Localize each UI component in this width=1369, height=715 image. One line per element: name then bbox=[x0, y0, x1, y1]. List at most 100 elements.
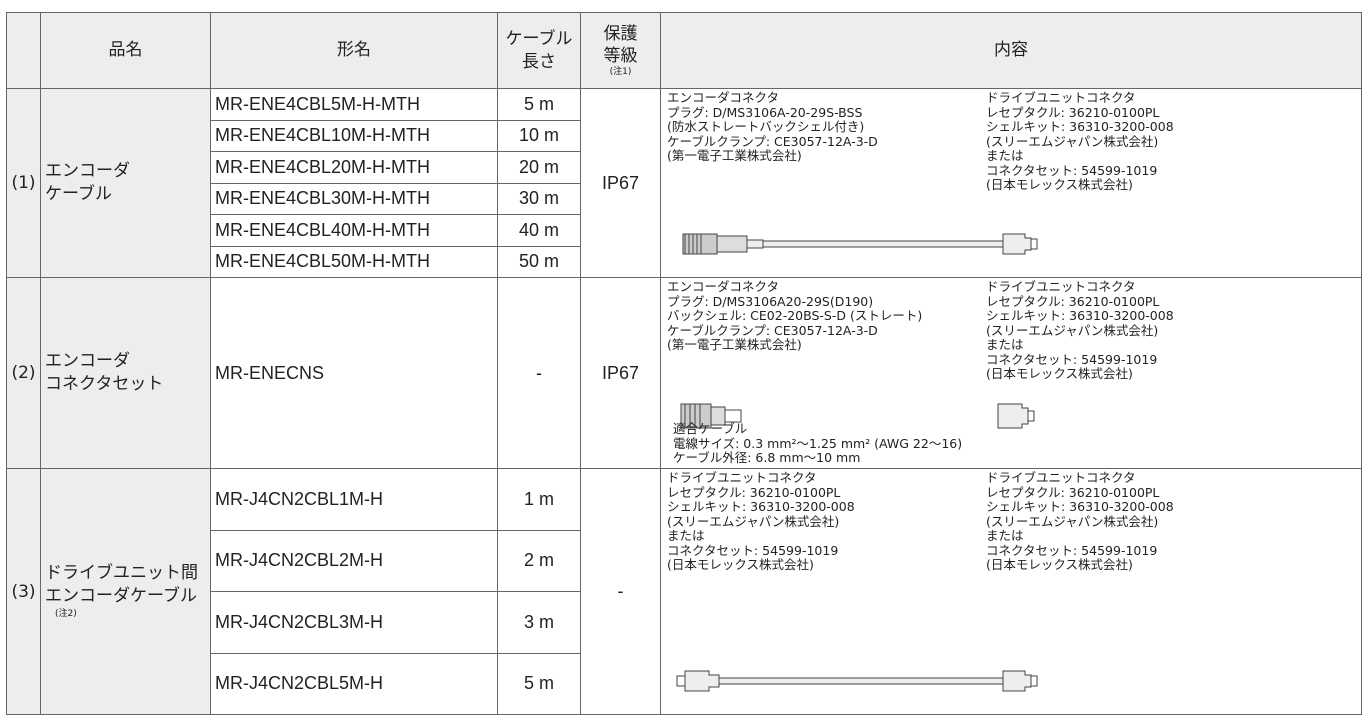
model-name: MR-ENE4CBL50M-H-MTH bbox=[210, 245, 498, 278]
compatible-cable: 適合ケーブル 電線サイズ: 0.3 mm²〜1.25 mm² (AWG 22〜16… bbox=[673, 421, 962, 466]
content-line: (日本モレックス株式会社) bbox=[986, 557, 1133, 572]
item-number: (1) bbox=[6, 88, 41, 278]
content-line: ドライブユニットコネクタ bbox=[986, 470, 1136, 485]
content-line: エンコーダコネクタ bbox=[667, 90, 780, 105]
connector-drawing bbox=[682, 233, 1038, 255]
table-row: MR-J4CN2CBL5M-H 5 m bbox=[7, 652, 1362, 715]
header-cell: ケーブル 長さ bbox=[497, 12, 581, 89]
content-line: プラグ: D/MS3106A20-29S(D190) bbox=[667, 293, 874, 309]
content-line: ドライブユニットコネクタ bbox=[986, 279, 1136, 294]
content-box: エンコーダコネクタ プラグ: D/MS3106A20-29S(D190) バックシェ… bbox=[661, 278, 1361, 468]
table-row: (2) エンコーダ コネクタセット MR-ENECNS - IP67 エンコーダコネクタプ… bbox=[6, 277, 1362, 469]
item-name-text: エンコーダ コネクタセット bbox=[45, 351, 164, 394]
content-line: (スリーエムジャパン株式会社) bbox=[986, 133, 1159, 149]
header-text: 保護 等級 bbox=[603, 23, 638, 66]
header-no bbox=[6, 12, 41, 89]
table-row: MR-ENE4CBL50M-H-MTH 50 m bbox=[7, 245, 1362, 278]
content-line: ケーブル外径: 6.8 mm〜10 mm bbox=[673, 450, 861, 465]
content-line: または bbox=[986, 528, 1024, 543]
model-name: MR-ENE4CBL30M-H-MTH bbox=[210, 182, 498, 215]
content-column: ドライブユニットコネクタ レセプタクル: 36210-0100PL シェルキット: … bbox=[667, 470, 855, 573]
content-column: エンコーダコネクタ プラグ: D/MS3106A-20-29S-BSS (防水ストレ… bbox=[667, 90, 878, 164]
item-name: ドライブユニット間 エンコーダケーブル (注2) bbox=[40, 468, 211, 715]
cable-length: 30 m bbox=[497, 182, 581, 215]
table-row: MR-ENE4CBL40M-H-MTH 40 m bbox=[7, 214, 1362, 247]
cable-length: 50 m bbox=[497, 245, 581, 278]
content-cell: エンコーダコネクタ プラグ: D/MS3106A20-29S(D190) バックシェ… bbox=[660, 277, 1362, 469]
cable-length: 40 m bbox=[497, 214, 581, 247]
content-line: レセプタクル: 36210-0100PL bbox=[986, 484, 1160, 500]
item-name-text: エンコーダ ケーブル bbox=[45, 161, 130, 204]
header-row: 品名 形名 ケーブル 長さ 保護 等級 (注1) 内容 bbox=[6, 12, 1362, 89]
content-line: 適合ケーブル bbox=[673, 421, 748, 436]
content-column: ドライブユニットコネクタ レセプタクル: 36210-0100PL シェルキット: … bbox=[986, 90, 1174, 193]
content-line: または bbox=[667, 528, 705, 543]
content-line: プラグ: D/MS3106A-20-29S-BSS bbox=[667, 104, 863, 120]
protection-class: IP67 bbox=[580, 277, 661, 469]
content-box: エンコーダコネクタ プラグ: D/MS3106A-20-29S-BSS (防水ストレ… bbox=[661, 89, 1361, 277]
cable-length: 5 m bbox=[497, 652, 581, 715]
content-line: エンコーダコネクタ bbox=[667, 279, 780, 294]
content-column: ドライブユニットコネクタ レセプタクル: 36210-0100PL シェルキット: … bbox=[986, 279, 1174, 382]
model-name: MR-ENE4CBL20M-H-MTH bbox=[210, 151, 498, 184]
content-box: ドライブユニットコネクタ レセプタクル: 36210-0100PL シェルキット: … bbox=[661, 469, 1361, 714]
content-line: (第一電子工業株式会社) bbox=[667, 148, 802, 163]
note: (注1) bbox=[609, 66, 632, 77]
cable-length: 20 m bbox=[497, 151, 581, 184]
content-line: シェルキット: 36310-3200-008 bbox=[667, 499, 855, 514]
content-line: ドライブユニットコネクタ bbox=[667, 470, 817, 485]
content-line: バックシェル: CE02-20BS-S-D (ストレート) bbox=[667, 308, 923, 323]
spec-table: 品名 形名 ケーブル 長さ 保護 等級 (注1) 内容 (1) エンコーダ ケーブル… bbox=[6, 12, 1362, 715]
model-name: MR-J4CN2CBL2M-H bbox=[210, 529, 498, 592]
cable-length: 2 m bbox=[497, 529, 581, 592]
content-line: コネクタセット: 54599-1019 bbox=[986, 162, 1158, 178]
header-cell: 品名 bbox=[40, 12, 211, 89]
header-cell: 内容 bbox=[660, 12, 1362, 89]
cable-length: - bbox=[497, 277, 581, 469]
content-line: (防水ストレートバックシェル付き) bbox=[667, 119, 865, 134]
content-line: レセプタクル: 36210-0100PL bbox=[986, 293, 1160, 309]
content-line: (スリーエムジャパン株式会社) bbox=[986, 513, 1159, 529]
item-name: エンコーダ ケーブル bbox=[40, 88, 211, 278]
model-name: MR-ENE4CBL10M-H-MTH bbox=[210, 119, 498, 152]
protection-class: IP67 bbox=[580, 88, 661, 278]
content-line: (日本モレックス株式会社) bbox=[986, 366, 1133, 381]
cable-length: 1 m bbox=[497, 468, 581, 531]
table-row: MR-ENE4CBL10M-H-MTH 10 m bbox=[7, 119, 1362, 152]
content-line: (スリーエムジャパン株式会社) bbox=[667, 513, 840, 529]
content-line: または bbox=[986, 337, 1024, 352]
item-number: (3) bbox=[6, 468, 41, 715]
content-line: または bbox=[986, 148, 1024, 163]
content-line: シェルキット: 36310-3200-008 bbox=[986, 308, 1174, 323]
content-line: (第一電子工業株式会社) bbox=[667, 337, 802, 352]
cable-length: 10 m bbox=[497, 119, 581, 152]
connector-drawing bbox=[680, 403, 1035, 429]
content-line: コネクタセット: 54599-1019 bbox=[986, 351, 1158, 367]
content-line: (スリーエムジャパン株式会社) bbox=[986, 322, 1159, 338]
header-cell: 形名 bbox=[210, 12, 498, 89]
content-cell: ドライブユニットコネクタ レセプタクル: 36210-0100PL シェルキット: … bbox=[660, 468, 1362, 715]
header-cell: 保護 等級 (注1) bbox=[580, 12, 661, 89]
content-column: エンコーダコネクタ プラグ: D/MS3106A20-29S(D190) バックシェ… bbox=[667, 279, 923, 353]
content-line: ケーブルクランプ: CE3057-12A-3-D bbox=[667, 133, 878, 149]
model-name: MR-ENE4CBL40M-H-MTH bbox=[210, 214, 498, 247]
table-row: (1) エンコーダ ケーブル MR-ENE4CBL5M-H-MTH 5 m IP67 エン… bbox=[6, 88, 1362, 278]
content-line: (日本モレックス株式会社) bbox=[667, 557, 814, 572]
content-column: ドライブユニットコネクタ レセプタクル: 36210-0100PL シェルキット: … bbox=[986, 470, 1174, 573]
content-line: ケーブルクランプ: CE3057-12A-3-D bbox=[667, 322, 878, 338]
note: (注2) bbox=[55, 609, 77, 620]
content-line: コネクタセット: 54599-1019 bbox=[667, 542, 839, 558]
item-name-text: ドライブユニット間 エンコーダケーブル bbox=[45, 563, 198, 607]
cable-length: 3 m bbox=[497, 591, 581, 654]
table-row: MR-ENE4CBL30M-H-MTH 30 m bbox=[7, 182, 1362, 215]
model-name: MR-J4CN2CBL1M-H bbox=[210, 468, 498, 531]
content-line: (日本モレックス株式会社) bbox=[986, 177, 1133, 192]
cable-length: 5 m bbox=[497, 88, 581, 121]
content-cell: エンコーダコネクタ プラグ: D/MS3106A-20-29S-BSS (防水ストレ… bbox=[660, 88, 1362, 278]
content-line: レセプタクル: 36210-0100PL bbox=[986, 104, 1160, 120]
content-line: ドライブユニットコネクタ bbox=[986, 90, 1136, 105]
model-name: MR-J4CN2CBL5M-H bbox=[210, 652, 498, 715]
content-line: コネクタセット: 54599-1019 bbox=[986, 542, 1158, 558]
item-number: (2) bbox=[6, 277, 41, 469]
